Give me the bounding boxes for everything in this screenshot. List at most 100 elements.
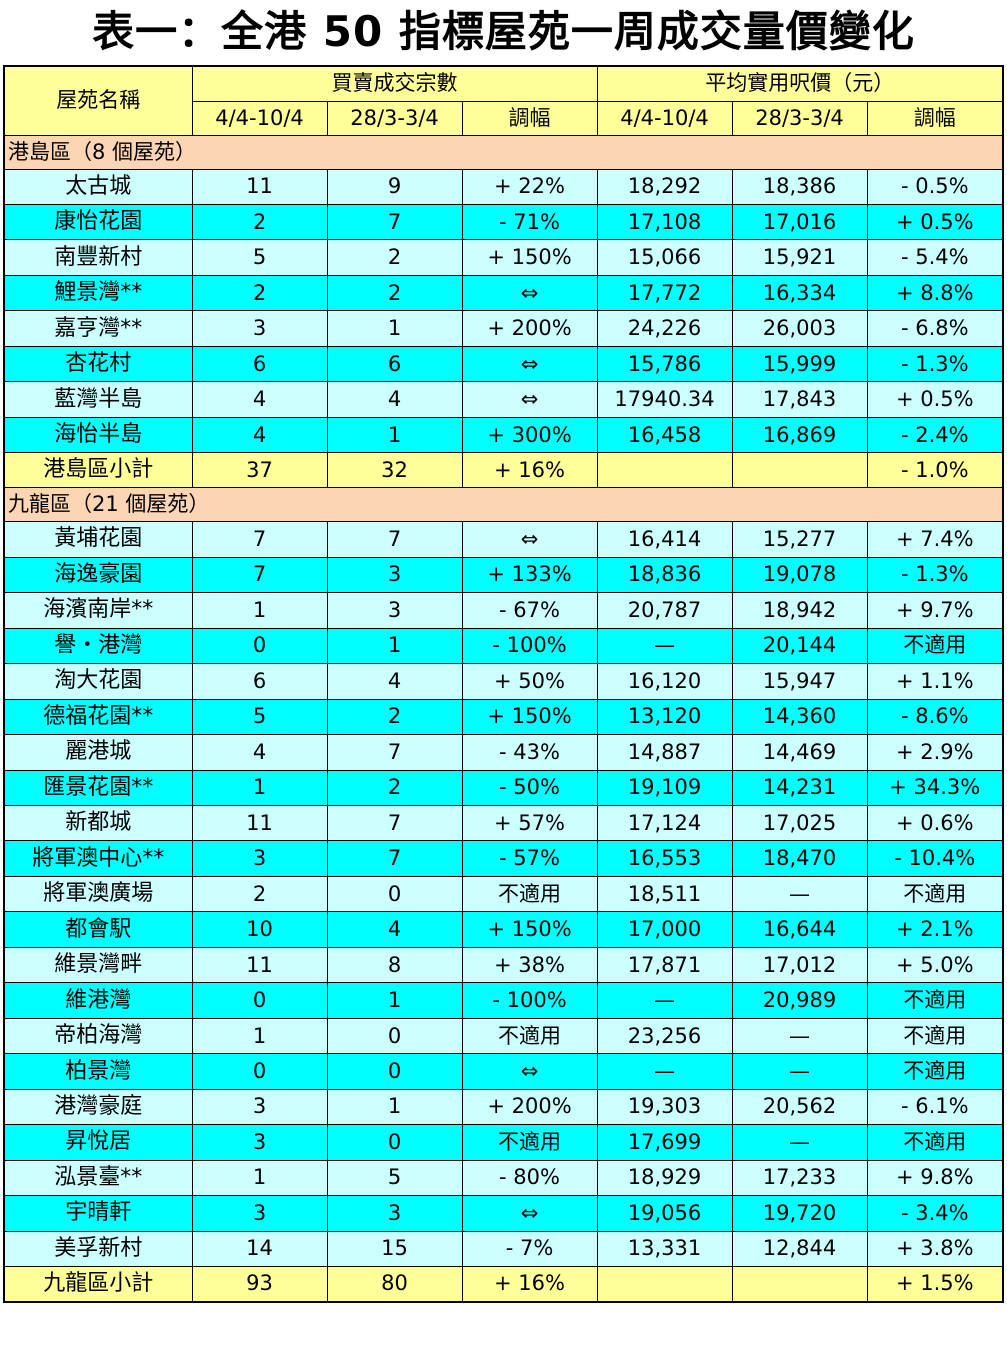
table-row: 都會駅 10 4 + 150% 17,000 16,644 + 2.1% bbox=[3, 911, 1004, 948]
price-current-cell: 13,120 bbox=[596, 698, 733, 736]
price-previous-cell: 15,947 bbox=[731, 663, 868, 700]
table-row: 海濱南岸** 1 3- 67% 20,787 18,942 + 9.7% bbox=[3, 592, 1004, 629]
price-previous-cell: — bbox=[731, 1124, 868, 1161]
table-row: 宇晴軒 3 3 ⇔ 19,056 19,720- 3.4% bbox=[3, 1195, 1004, 1232]
volume-change-cell: - 50% bbox=[461, 769, 598, 807]
volume-change-cell: + 50% bbox=[461, 663, 598, 700]
section-label: 九龍區（21 個屋苑） bbox=[3, 487, 1004, 523]
price-current-cell: 18,292 bbox=[596, 168, 733, 205]
price-previous-cell: 19,078 bbox=[731, 556, 868, 594]
price-change-cell: - 6.1% bbox=[866, 1088, 1004, 1126]
price-change-cell: + 2.1% bbox=[866, 911, 1004, 948]
volume-previous-cell: 7 bbox=[326, 804, 463, 842]
volume-previous-cell: 2 bbox=[326, 698, 463, 736]
table-row: 匯景花園** 1 2- 50% 19,109 14,231 + 34.3% bbox=[3, 769, 1004, 807]
table-row: 康怡花園 2 7- 71% 17,108 17,016 + 0.5% bbox=[3, 203, 1004, 241]
price-change-cell: + 8.8% bbox=[866, 274, 1004, 312]
price-change-cell: 不適用 bbox=[866, 875, 1004, 913]
volume-previous-cell: 4 bbox=[326, 663, 463, 700]
estate-name-cell: 麗港城 bbox=[3, 734, 193, 771]
price-change-cell: - 2.4% bbox=[866, 416, 1004, 454]
volume-previous-cell: 7 bbox=[326, 203, 463, 241]
table-row: 麗港城 4 7- 43% 14,887 14,469 + 2.9% bbox=[3, 734, 1004, 771]
subtotal-row: 九龍區小計 93 80 + 16% + 1.5% bbox=[3, 1266, 1004, 1303]
price-change-cell: 不適用 bbox=[866, 627, 1004, 665]
price-current-cell: 16,120 bbox=[596, 663, 733, 700]
price-previous-cell: 20,989 bbox=[731, 982, 868, 1019]
header-row-periods: 4/4-10/4 28/3-3/4 調幅 4/4-10/4 28/3-3/4 調… bbox=[4, 100, 1004, 136]
price-current-cell: 18,511 bbox=[596, 875, 733, 913]
price-previous-cell: 14,360 bbox=[731, 698, 868, 736]
subtotal-volume-change-cell: + 16% bbox=[461, 1266, 598, 1303]
price-change-cell: + 9.8% bbox=[866, 1159, 1004, 1197]
price-current-cell: 24,226 bbox=[596, 310, 733, 347]
header-price-week-previous: 28/3-3/4 bbox=[731, 100, 868, 136]
price-previous-cell: 18,386 bbox=[731, 168, 868, 205]
estate-name-cell: 將軍澳廣場 bbox=[3, 875, 193, 913]
price-previous-cell: — bbox=[731, 1053, 868, 1090]
table-row: 德福花園** 5 2 + 150% 13,120 14,360- 8.6% bbox=[3, 698, 1004, 736]
estate-name-cell: 美孚新村 bbox=[3, 1230, 193, 1268]
volume-change-cell: + 150% bbox=[461, 239, 598, 276]
volume-change-cell: 不適用 bbox=[461, 875, 598, 913]
volume-current-cell: 3 bbox=[191, 310, 328, 347]
volume-previous-cell: 1 bbox=[326, 982, 463, 1019]
volume-previous-cell: 0 bbox=[326, 1053, 463, 1090]
volume-previous-cell: 0 bbox=[326, 1017, 463, 1055]
price-current-cell: — bbox=[596, 982, 733, 1019]
volume-change-cell: - 57% bbox=[461, 840, 598, 877]
volume-change-cell: ⇔ bbox=[461, 274, 598, 312]
price-change-cell: 不適用 bbox=[866, 982, 1004, 1019]
price-current-cell: 15,786 bbox=[596, 345, 733, 383]
subtotal-volume-change-cell: + 16% bbox=[461, 452, 598, 489]
estate-name-cell: 藍灣半島 bbox=[3, 381, 193, 418]
volume-current-cell: 1 bbox=[191, 1017, 328, 1055]
section-label: 港島區（8 個屋苑） bbox=[3, 134, 1004, 170]
table-row: 維景灣畔 11 8 + 38% 17,871 17,012 + 5.0% bbox=[3, 946, 1004, 984]
volume-current-cell: 3 bbox=[191, 840, 328, 877]
subtotal-row: 港島區小計 37 32 + 16% - 1.0% bbox=[3, 452, 1004, 489]
volume-change-cell: + 200% bbox=[461, 1088, 598, 1126]
subtotal-price-current-cell bbox=[596, 452, 733, 489]
estate-name-cell: 新都城 bbox=[3, 804, 193, 842]
volume-previous-cell: 9 bbox=[326, 168, 463, 205]
price-previous-cell: 16,869 bbox=[731, 416, 868, 454]
price-previous-cell: — bbox=[731, 1017, 868, 1055]
volume-current-cell: 0 bbox=[191, 627, 328, 665]
volume-change-cell: ⇔ bbox=[461, 1195, 598, 1232]
price-previous-cell: 17,025 bbox=[731, 804, 868, 842]
volume-current-cell: 11 bbox=[191, 168, 328, 205]
table-row: 維港灣 0 1- 100% —20,989 不適用 bbox=[3, 982, 1004, 1019]
price-current-cell: 20,787 bbox=[596, 592, 733, 629]
volume-change-cell: + 150% bbox=[461, 698, 598, 736]
estate-name-cell: 南豐新村 bbox=[3, 239, 193, 276]
volume-current-cell: 10 bbox=[191, 911, 328, 948]
price-change-cell: + 5.0% bbox=[866, 946, 1004, 984]
price-change-cell: - 8.6% bbox=[866, 698, 1004, 736]
subtotal-price-current-cell bbox=[596, 1266, 733, 1303]
price-current-cell: 18,836 bbox=[596, 556, 733, 594]
price-previous-cell: — bbox=[731, 875, 868, 913]
volume-current-cell: 11 bbox=[191, 946, 328, 984]
price-current-cell: 19,056 bbox=[596, 1195, 733, 1232]
volume-previous-cell: 1 bbox=[326, 416, 463, 454]
table-row: 杏花村 6 6 ⇔ 15,786 15,999- 1.3% bbox=[3, 345, 1004, 383]
estate-name-cell: 宇晴軒 bbox=[3, 1195, 193, 1232]
price-current-cell: 17,124 bbox=[596, 804, 733, 842]
volume-previous-cell: 1 bbox=[326, 1088, 463, 1126]
header-price-week-current: 4/4-10/4 bbox=[596, 100, 733, 136]
price-previous-cell: 12,844 bbox=[731, 1230, 868, 1268]
volume-current-cell: 2 bbox=[191, 274, 328, 312]
volume-previous-cell: 8 bbox=[326, 946, 463, 984]
header-estate-name: 屋苑名稱 bbox=[3, 65, 193, 136]
volume-change-cell: + 22% bbox=[461, 168, 598, 205]
price-current-cell: 17,000 bbox=[596, 911, 733, 948]
volume-previous-cell: 3 bbox=[326, 592, 463, 629]
table-row: 譽・港灣 0 1- 100% —20,144 不適用 bbox=[3, 627, 1004, 665]
estate-name-cell: 德福花園** bbox=[3, 698, 193, 736]
price-change-cell: + 0.5% bbox=[866, 203, 1004, 241]
volume-change-cell: + 133% bbox=[461, 556, 598, 594]
volume-current-cell: 0 bbox=[191, 1053, 328, 1090]
header-price-change: 調幅 bbox=[866, 100, 1004, 136]
volume-current-cell: 6 bbox=[191, 345, 328, 383]
